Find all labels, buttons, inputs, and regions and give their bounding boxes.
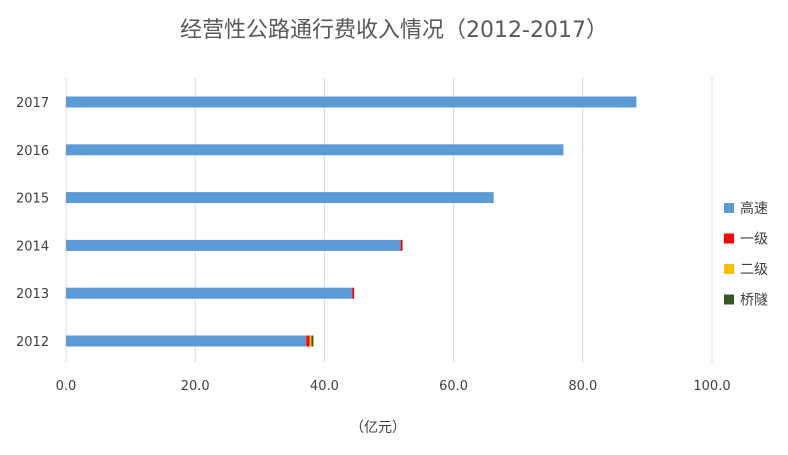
bar-segment [311, 335, 314, 347]
legend-swatch [724, 294, 734, 305]
x-tick-label: 0.0 [56, 379, 77, 394]
x-axis-tick-labels: 0.0 20.0 40.0 60.0 80.0 100.0 [56, 379, 731, 394]
bar-segment [66, 96, 637, 108]
bar-segment [66, 287, 353, 299]
x-tick-label: 40.0 [310, 379, 339, 394]
x-axis-label: （亿元） [350, 420, 406, 436]
legend-label: 高速 [740, 200, 768, 217]
y-tick-label: 2013 [16, 287, 49, 302]
y-tick-label: 2017 [16, 96, 49, 111]
bar-segment [352, 287, 355, 299]
bars [66, 96, 637, 347]
bar-segment [306, 335, 310, 347]
y-tick-label: 2015 [16, 192, 49, 207]
bar-segment [66, 239, 401, 251]
x-tick-label: 100.0 [693, 379, 730, 394]
legend-swatch [724, 264, 734, 274]
chart-title: 经营性公路通行费收入情况（2012-2017） [180, 18, 608, 43]
y-tick-label: 2016 [16, 144, 49, 159]
y-tick-label: 2012 [16, 335, 49, 350]
bar-segment [66, 335, 307, 347]
x-tick-label: 80.0 [568, 379, 597, 394]
y-tick-label: 2014 [16, 239, 49, 254]
gridlines [65, 78, 713, 362]
legend-swatch [724, 233, 734, 244]
bar-segment [66, 192, 494, 204]
legend-label: 桥隧 [740, 293, 768, 309]
legend-label: 一级 [740, 232, 768, 248]
bar-segment [309, 335, 312, 347]
y-axis-tick-labels: 2017 2016 2015 2014 2013 2012 [16, 96, 49, 350]
legend-label: 二级 [740, 262, 768, 278]
x-tick-label: 60.0 [439, 379, 468, 394]
bar-segment [66, 144, 564, 156]
x-tick-label: 20.0 [181, 379, 210, 394]
legend-swatch [724, 203, 734, 213]
bar-segment [400, 239, 403, 251]
